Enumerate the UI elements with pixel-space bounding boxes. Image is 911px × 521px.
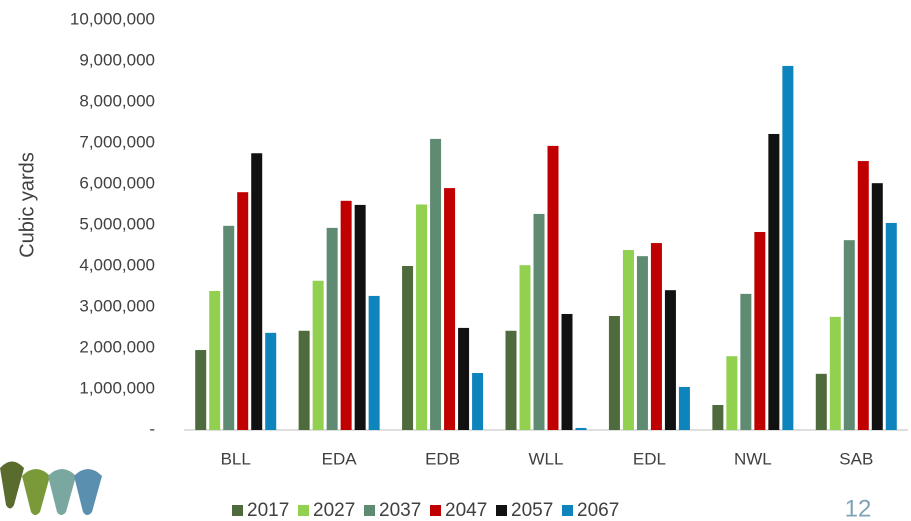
bar [354, 204, 366, 430]
bar [622, 250, 634, 430]
bar [740, 293, 752, 430]
legend-label: 2057 [511, 500, 553, 521]
legend-label: 2047 [445, 500, 487, 521]
bar [472, 373, 484, 430]
bar [533, 213, 545, 430]
bar [768, 133, 780, 431]
x-tick-label: EDA [322, 449, 358, 468]
legend-label: 2027 [313, 500, 355, 521]
y-tick-label: 10,000,000 [70, 9, 155, 28]
legend-swatch [496, 505, 507, 516]
x-tick-label: NWL [734, 449, 772, 468]
bar [843, 240, 855, 430]
y-tick-label: 3,000,000 [79, 296, 155, 315]
legend-swatch [298, 505, 309, 516]
y-tick-label: - [149, 419, 155, 438]
legend-swatch [430, 505, 441, 516]
bar [561, 313, 573, 430]
bar [636, 256, 648, 430]
bar [505, 330, 517, 430]
bar [237, 192, 249, 430]
bar [265, 332, 277, 430]
bar [754, 231, 766, 430]
bar [650, 243, 662, 430]
x-tick-label: WLL [529, 449, 564, 468]
bar [209, 291, 221, 430]
bar [712, 404, 724, 430]
x-tick-label: SAB [839, 449, 873, 468]
bar [312, 280, 324, 430]
bar [326, 227, 338, 430]
bar [664, 290, 676, 430]
bar [726, 356, 738, 430]
bar [829, 316, 841, 430]
legend-label: 2037 [379, 500, 421, 521]
x-tick-label: BLL [221, 449, 251, 468]
bar [340, 200, 352, 430]
bar [444, 188, 456, 430]
y-tick-label: 5,000,000 [79, 214, 155, 233]
y-tick-label: 1,000,000 [79, 378, 155, 397]
y-tick-label: 7,000,000 [79, 132, 155, 151]
y-tick-label: 9,000,000 [79, 50, 155, 69]
legend-label: 2067 [577, 500, 619, 521]
y-tick-label: 8,000,000 [79, 91, 155, 110]
bar [251, 153, 263, 430]
logo [0, 461, 102, 515]
bar [416, 204, 428, 430]
bar [547, 145, 559, 430]
bar [857, 161, 869, 431]
y-axis-label: Cubic yards [16, 152, 38, 258]
bar [519, 265, 531, 430]
bar [678, 386, 690, 430]
legend-swatch [364, 505, 375, 516]
bar [223, 225, 235, 430]
y-tick-label: 2,000,000 [79, 337, 155, 356]
x-tick-label: EDL [633, 449, 666, 468]
y-tick-label: 6,000,000 [79, 173, 155, 192]
bar [195, 350, 207, 430]
bar [402, 266, 414, 430]
bar [298, 330, 310, 430]
legend-label: 2017 [247, 500, 289, 521]
bar [815, 373, 827, 430]
bar [575, 427, 587, 430]
x-tick-label: EDB [425, 449, 460, 468]
bar [782, 65, 794, 431]
bar [885, 222, 897, 430]
bar [430, 138, 442, 430]
bar [368, 295, 380, 430]
bar [871, 183, 883, 430]
y-tick-label: 4,000,000 [79, 255, 155, 274]
bar [608, 316, 620, 430]
page-number: 12 [845, 495, 872, 521]
legend-swatch [562, 505, 573, 516]
legend-swatch [232, 505, 243, 516]
bar [458, 327, 470, 430]
